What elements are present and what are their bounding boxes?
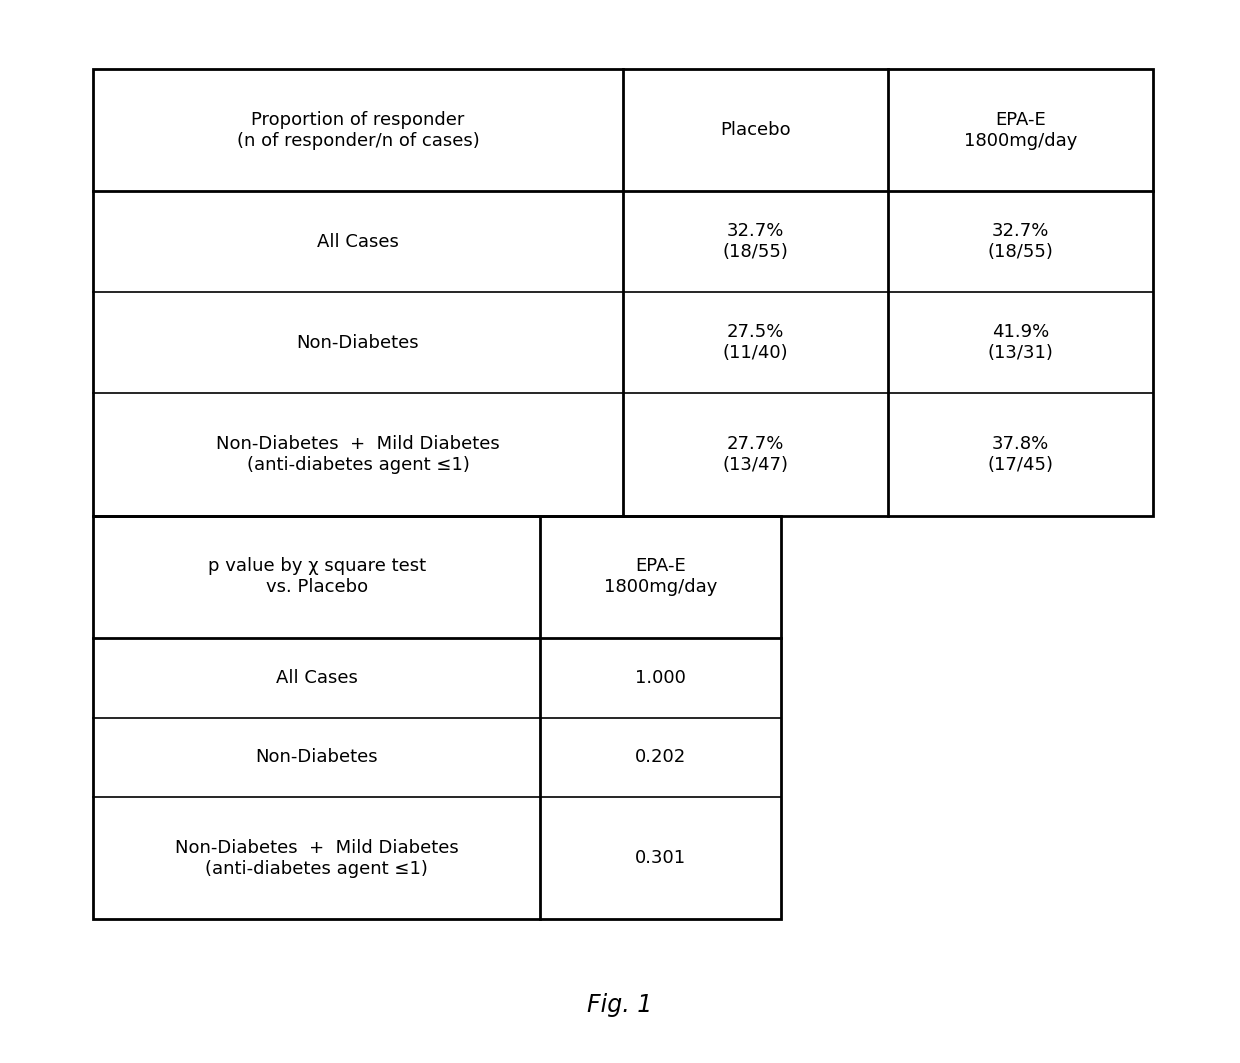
Bar bbox=[93, 69, 1153, 516]
Text: EPA-E
1800mg/day: EPA-E 1800mg/day bbox=[963, 111, 1078, 150]
Text: 32.7%
(18/55): 32.7% (18/55) bbox=[988, 222, 1054, 261]
Text: 37.8%
(17/45): 37.8% (17/45) bbox=[988, 435, 1054, 474]
Text: Non-Diabetes  +  Mild Diabetes
(anti-diabetes agent ≤1): Non-Diabetes + Mild Diabetes (anti-diabe… bbox=[216, 435, 500, 474]
Text: 0.301: 0.301 bbox=[635, 849, 686, 867]
Text: 27.5%
(11/40): 27.5% (11/40) bbox=[723, 323, 789, 362]
Text: All Cases: All Cases bbox=[317, 233, 399, 251]
Text: 41.9%
(13/31): 41.9% (13/31) bbox=[988, 323, 1054, 362]
Text: Non-Diabetes: Non-Diabetes bbox=[296, 334, 419, 352]
Text: EPA-E
1800mg/day: EPA-E 1800mg/day bbox=[604, 557, 718, 596]
Text: 1.000: 1.000 bbox=[635, 669, 686, 687]
Text: Proportion of responder
(n of responder/n of cases): Proportion of responder (n of responder/… bbox=[237, 111, 480, 150]
Text: 27.7%
(13/47): 27.7% (13/47) bbox=[723, 435, 789, 474]
Text: All Cases: All Cases bbox=[275, 669, 357, 687]
Text: Placebo: Placebo bbox=[720, 121, 791, 139]
Bar bbox=[93, 516, 781, 919]
Text: p value by χ square test
vs. Placebo: p value by χ square test vs. Placebo bbox=[207, 557, 425, 596]
Text: Non-Diabetes: Non-Diabetes bbox=[255, 748, 378, 766]
Text: Fig. 1: Fig. 1 bbox=[588, 993, 652, 1016]
Text: 0.202: 0.202 bbox=[635, 748, 687, 766]
Text: 32.7%
(18/55): 32.7% (18/55) bbox=[723, 222, 789, 261]
Text: Non-Diabetes  +  Mild Diabetes
(anti-diabetes agent ≤1): Non-Diabetes + Mild Diabetes (anti-diabe… bbox=[175, 839, 459, 878]
